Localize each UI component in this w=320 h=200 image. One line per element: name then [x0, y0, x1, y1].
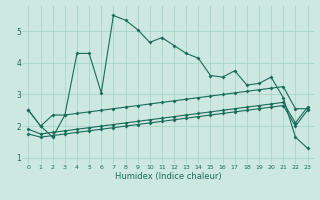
- X-axis label: Humidex (Indice chaleur): Humidex (Indice chaleur): [115, 172, 221, 181]
